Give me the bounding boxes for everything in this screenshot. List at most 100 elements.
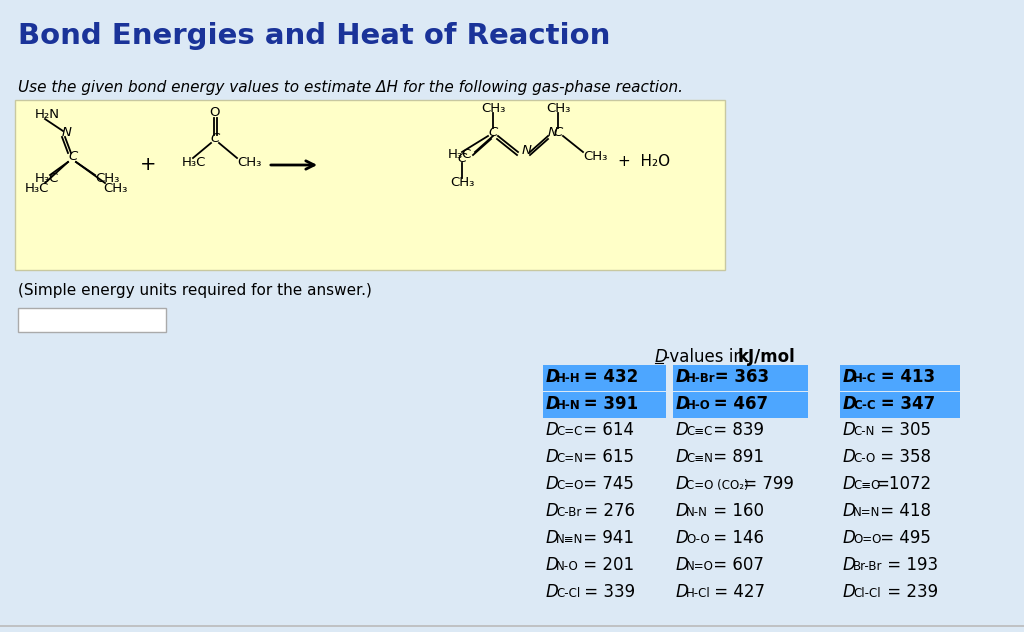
Text: D: D [843, 556, 856, 574]
Text: D: D [546, 421, 559, 439]
Text: kJ/mol: kJ/mol [738, 348, 796, 366]
Text: C=C: C=C [556, 425, 583, 438]
Bar [840, 365, 961, 391]
Text: = 358: = 358 [874, 448, 931, 466]
Text: D: D [843, 529, 856, 547]
Text: H-H: H-H [556, 372, 581, 385]
Text: N-N: N-N [686, 506, 708, 519]
Text: O: O [210, 107, 220, 119]
Bar [543, 392, 666, 418]
Text: Use the given bond energy values to estimate ΔH for the following gas-phase reac: Use the given bond energy values to esti… [18, 80, 683, 95]
Text: CH₃: CH₃ [450, 176, 474, 190]
Text: D: D [843, 583, 856, 601]
Text: CH₃: CH₃ [95, 173, 120, 186]
Text: CH₃: CH₃ [481, 102, 505, 114]
Text: Br-Br: Br-Br [853, 560, 883, 573]
Text: =1072: =1072 [874, 475, 931, 493]
Text: = 607: = 607 [708, 556, 764, 574]
Text: H-Br: H-Br [686, 372, 716, 385]
Text: D: D [546, 395, 560, 413]
Text: D: D [843, 448, 856, 466]
Text: O=O: O=O [853, 533, 882, 546]
Text: = 745: = 745 [578, 475, 634, 493]
Text: = 427: = 427 [710, 583, 765, 601]
Text: D: D [843, 475, 856, 493]
Text: N≡N: N≡N [556, 533, 584, 546]
Bar [673, 365, 808, 391]
Text: Bond Energies and Heat of Reaction: Bond Energies and Heat of Reaction [18, 22, 610, 50]
Text: C: C [553, 126, 562, 138]
Text: = 276: = 276 [580, 502, 635, 520]
Bar [673, 392, 808, 418]
Text: H-N: H-N [556, 399, 581, 412]
Text: D: D [843, 421, 856, 439]
Text: D: D [676, 502, 689, 520]
Text: C-C: C-C [853, 399, 876, 412]
Text: = 201: = 201 [578, 556, 634, 574]
Text: = 339: = 339 [580, 583, 635, 601]
Text: C: C [458, 152, 467, 164]
Text: (Simple energy units required for the answer.): (Simple energy units required for the an… [18, 283, 372, 298]
Text: = 347: = 347 [874, 395, 935, 413]
Text: C-Br: C-Br [556, 506, 582, 519]
Text: C-O: C-O [853, 452, 876, 465]
Text: O-O: O-O [686, 533, 710, 546]
Text: N=O: N=O [686, 560, 714, 573]
Text: = 418: = 418 [874, 502, 931, 520]
Text: D: D [546, 529, 559, 547]
Text: H-Cl: H-Cl [686, 587, 711, 600]
Text: D: D [676, 529, 689, 547]
Text: D: D [843, 395, 857, 413]
Text: = 891: = 891 [708, 448, 764, 466]
Text: C-N: C-N [853, 425, 874, 438]
Bar [15, 100, 725, 270]
Text: = 193: = 193 [882, 556, 938, 574]
Text: D: D [843, 502, 856, 520]
Text: = 799: = 799 [738, 475, 794, 493]
Bar [840, 392, 961, 418]
Text: D: D [546, 448, 559, 466]
Text: H₃C: H₃C [25, 181, 49, 195]
Text: D: D [655, 348, 668, 366]
Text: N: N [62, 126, 72, 140]
Text: C=O (CO₂): C=O (CO₂) [686, 479, 749, 492]
Text: D: D [676, 421, 689, 439]
Text: CH₃: CH₃ [237, 157, 261, 169]
Text: = 239: = 239 [882, 583, 938, 601]
Text: H₃C: H₃C [449, 149, 472, 162]
Text: +  H₂O: + H₂O [618, 154, 670, 169]
Text: = 391: = 391 [578, 395, 638, 413]
Text: = 432: = 432 [578, 368, 638, 386]
Text: D: D [546, 556, 559, 574]
Text: C≡C: C≡C [686, 425, 713, 438]
Text: = 413: = 413 [874, 368, 935, 386]
Text: CH₃: CH₃ [583, 150, 607, 162]
Text: C: C [210, 133, 219, 145]
Text: H-O: H-O [686, 399, 711, 412]
Text: H₂N: H₂N [35, 109, 60, 121]
Text: C≡N: C≡N [686, 452, 713, 465]
Text: = 363: = 363 [710, 368, 769, 386]
Text: D: D [843, 368, 857, 386]
Text: +: + [139, 155, 157, 174]
Text: D: D [546, 475, 559, 493]
Text: CH₃: CH₃ [546, 102, 570, 114]
Text: C≡O: C≡O [853, 479, 881, 492]
Text: = 941: = 941 [578, 529, 634, 547]
Text: D: D [546, 368, 560, 386]
Text: = 495: = 495 [874, 529, 931, 547]
Text: C: C [488, 126, 498, 138]
Text: H₃C: H₃C [35, 171, 59, 185]
Text: N-O: N-O [556, 560, 579, 573]
Text: = 467: = 467 [708, 395, 768, 413]
Text: D: D [676, 448, 689, 466]
Text: D: D [546, 583, 559, 601]
Text: = 839: = 839 [708, 421, 764, 439]
Text: N: N [522, 143, 531, 157]
Text: = 615: = 615 [578, 448, 634, 466]
Text: D: D [676, 368, 690, 386]
Text: C-Cl: C-Cl [556, 587, 581, 600]
Text: H-C: H-C [853, 372, 877, 385]
Text: C=O: C=O [556, 479, 584, 492]
Text: Cl-Cl: Cl-Cl [853, 587, 881, 600]
